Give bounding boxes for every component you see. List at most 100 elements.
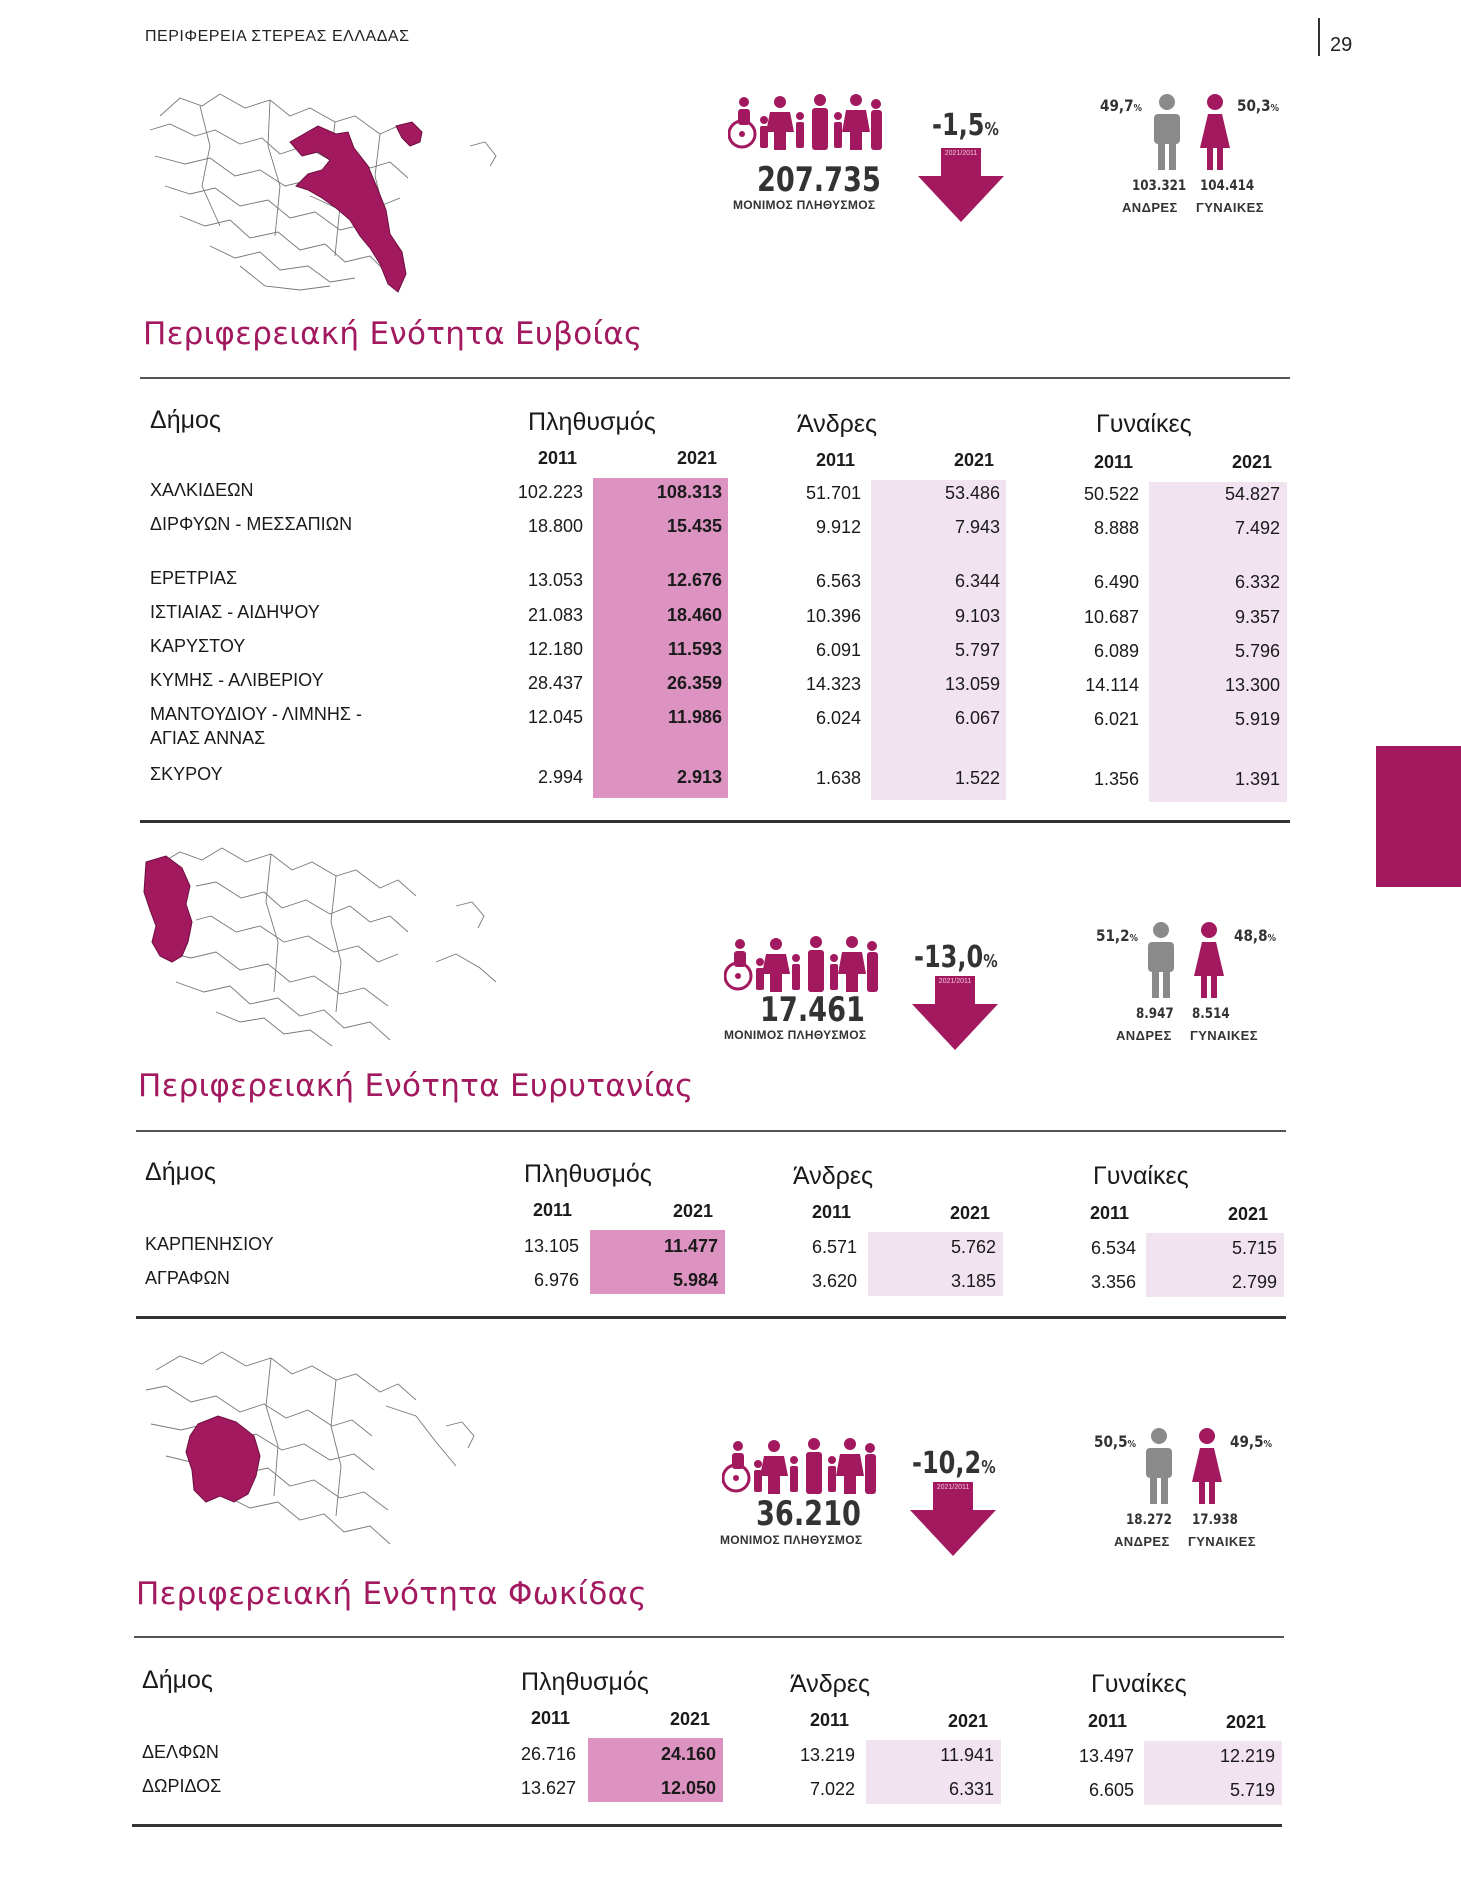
population-total: 207.735 (757, 160, 881, 200)
women-2011: 13.497 (1078, 1746, 1134, 1766)
chapter-tab (1376, 746, 1461, 887)
female-percent: 48,8% (1234, 926, 1276, 945)
population-2011: 28.437 (527, 673, 583, 693)
men-2021: 3.185 (950, 1271, 996, 1291)
women-total: 17.938 (1192, 1512, 1238, 1528)
population-change: -1,5% (932, 108, 999, 143)
men-2021: 1.522 (954, 768, 1000, 788)
col-header-women: Γυναίκες (1091, 1670, 1187, 1698)
region-title: Περιφερειακή Ενότητα Ευρυτανίας (138, 1068, 694, 1104)
population-change-value: -13,0 (914, 940, 984, 975)
percent-unit: % (984, 119, 999, 140)
population-2011: 2.994 (537, 767, 583, 787)
year-header: 2021 (948, 1711, 989, 1731)
men-2021: 7.943 (954, 517, 1000, 537)
men-label: ΑΝΔΡΕΣ (1116, 1028, 1172, 1043)
men-2021: 11.941 (940, 1745, 994, 1765)
population-2021: 18.460 (666, 605, 722, 625)
men-2011: 10.396 (805, 606, 861, 626)
population-total: 17.461 (760, 990, 865, 1030)
men-2011: 6.563 (815, 571, 861, 591)
skyros-shape (395, 121, 423, 147)
col-header-men: Άνδρες (793, 1162, 874, 1190)
men-2011: 13.219 (799, 1745, 855, 1765)
year-header: 2011 (1088, 1711, 1128, 1731)
women-2011: 6.534 (1090, 1238, 1136, 1258)
population-change-value: -1,5 (932, 108, 985, 143)
col-header-men: Άνδρες (790, 1670, 871, 1698)
male-percent: 49,7% (1100, 96, 1142, 115)
men-label: ΑΝΔΡΕΣ (1122, 200, 1178, 215)
female-percent-value: 49,5 (1230, 1432, 1264, 1451)
population-2021: 108.313 (656, 482, 722, 502)
female-percent-value: 50,3 (1237, 96, 1271, 115)
women-2021: 12.219 (1219, 1746, 1275, 1766)
women-2021: 5.715 (1231, 1238, 1277, 1258)
percent-unit: % (981, 1457, 996, 1478)
population-change: -13,0% (914, 940, 998, 975)
women-2021: 5.919 (1234, 709, 1280, 729)
men-2011: 6.024 (815, 708, 861, 728)
male-percent: 50,5% (1094, 1432, 1136, 1451)
population-2011: 12.180 (527, 639, 583, 659)
male-icon (1146, 1428, 1172, 1504)
male-percent-value: 51,2 (1096, 926, 1130, 945)
population-2021: 5.984 (672, 1270, 718, 1290)
change-period-label: 2021/2011 (938, 978, 972, 985)
men-2011: 9.912 (815, 517, 861, 537)
percent-unit: % (1133, 103, 1143, 114)
municipality-name: ΑΓΡΑΦΩΝ (145, 1268, 230, 1288)
region-map-evrytania (143, 847, 497, 1047)
year-header: 2011 (812, 1202, 852, 1222)
population-2021: 11.986 (667, 707, 722, 727)
evia-shape (289, 125, 407, 293)
year-header: 2011 (531, 1708, 571, 1728)
population-caption: ΜΟΝΙΜΟΣ ΠΛΗΘΥΣΜΟΣ (724, 1028, 867, 1042)
municipality-name: ΔΩΡΙΔΟΣ (142, 1776, 222, 1796)
year-header: 2021 (954, 450, 995, 470)
year-header: 2011 (1090, 1203, 1130, 1223)
women-2011: 6.089 (1093, 641, 1139, 661)
year-header: 2021 (1226, 1712, 1267, 1732)
men-2011: 1.638 (815, 768, 861, 788)
year-header: 2011 (538, 448, 578, 468)
women-2011: 10.687 (1083, 607, 1139, 627)
percent-unit: % (1267, 933, 1277, 944)
male-icon (1154, 94, 1180, 170)
population-2011: 6.976 (533, 1270, 579, 1290)
women-2011: 1.356 (1093, 769, 1139, 789)
male-percent-value: 50,5 (1094, 1432, 1128, 1451)
women-2021: 9.357 (1234, 607, 1280, 627)
population-2021: 2.913 (676, 767, 722, 787)
col-header-population: Πληθυσμός (524, 1160, 652, 1188)
men-total: 8.947 (1136, 1006, 1174, 1022)
population-2011: 13.627 (520, 1778, 576, 1798)
municipality-name: ΔΙΡΦΥΩΝ - ΜΕΣΣΑΠΙΩΝ (150, 514, 353, 534)
men-2011: 3.620 (811, 1271, 857, 1291)
year-header: 2021 (950, 1203, 991, 1223)
women-2021-highlight (1144, 1741, 1282, 1805)
women-2011: 50.522 (1083, 484, 1139, 504)
evrytania-shape (143, 855, 193, 963)
pop-2021-highlight (588, 1738, 723, 1802)
municipality-name: ΚΑΡΥΣΤΟΥ (150, 636, 246, 656)
pop-2021-highlight (590, 1230, 725, 1294)
men-2021: 13.059 (944, 674, 1000, 694)
year-header: 2021 (677, 448, 718, 468)
men-2021: 53.486 (944, 483, 1000, 503)
col-header-municipality: Δήμος (142, 1666, 213, 1694)
female-icon (1200, 94, 1230, 170)
men-2021: 6.067 (954, 708, 1000, 728)
year-header: 2011 (533, 1200, 573, 1220)
men-2021: 5.762 (950, 1237, 996, 1257)
municipality-name: ΕΡΕΤΡΙΑΣ (150, 568, 238, 588)
region-title: Περιφερειακή Ενότητα Ευβοίας (143, 316, 643, 352)
population-icon-group (728, 94, 882, 150)
col-header-population: Πληθυσμός (521, 1668, 649, 1696)
region-title: Περιφερειακή Ενότητα Φωκίδας (136, 1576, 647, 1612)
women-2021: 1.391 (1234, 769, 1280, 789)
male-icon (1148, 922, 1174, 998)
male-percent: 51,2% (1096, 926, 1138, 945)
women-2021: 13.300 (1224, 675, 1280, 695)
women-2021: 2.799 (1231, 1272, 1277, 1292)
